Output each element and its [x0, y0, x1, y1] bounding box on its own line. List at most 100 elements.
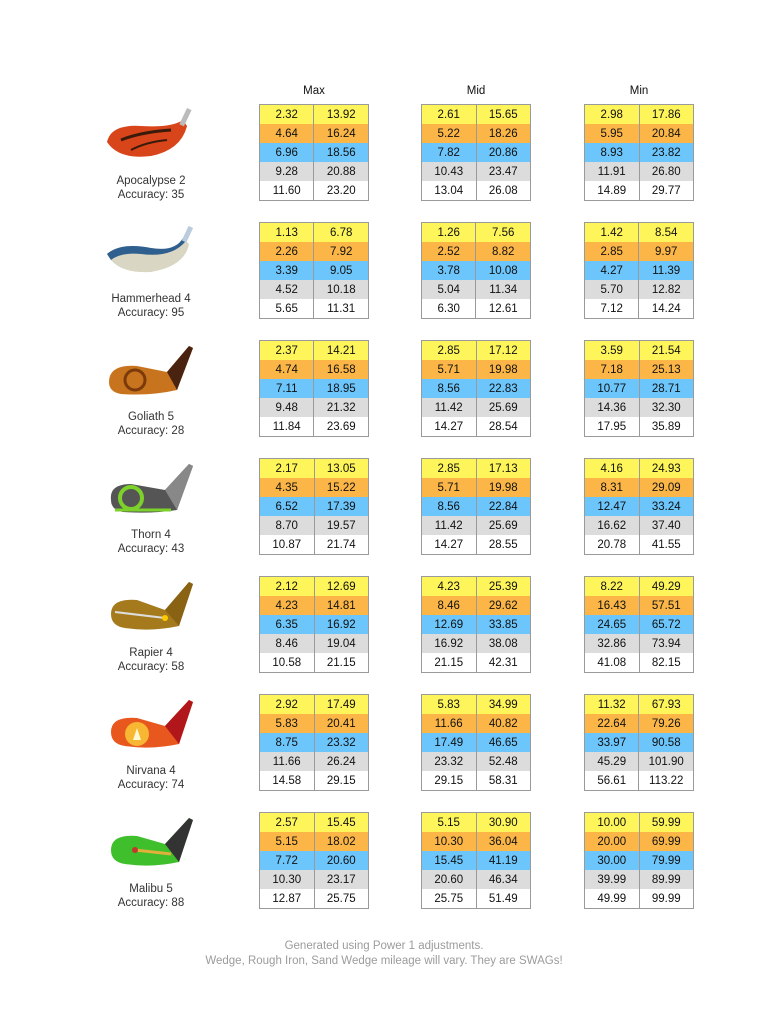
table-cell: 14.81 — [313, 596, 369, 615]
table-cell: 21.54 — [638, 340, 694, 360]
table-cell: 8.70 — [259, 516, 315, 535]
table-row: 24.65 65.72 — [584, 615, 694, 634]
table-cell: 22.84 — [475, 497, 531, 516]
club-name: Malibu 5 — [129, 883, 173, 895]
table-cell: 6.30 — [420, 299, 477, 319]
table-row: 16.43 57.51 — [584, 596, 694, 615]
table-cell: 16.92 — [313, 615, 369, 634]
table-row: 5.71 19.98 — [421, 360, 531, 379]
table-row: 2.57 15.45 — [259, 812, 369, 832]
table-cell: 8.56 — [421, 497, 477, 516]
table-cell: 17.86 — [638, 104, 694, 124]
table-cell: 20.60 — [313, 851, 369, 870]
table-row: 9.48 21.32 — [258, 398, 369, 417]
table-cell: 11.60 — [258, 181, 315, 201]
table-cell: 9.28 — [258, 162, 315, 181]
table-row: 6.30 12.61 — [420, 299, 531, 319]
club-name: Thorn 4 — [131, 529, 171, 541]
table-cell: 22.83 — [475, 379, 531, 398]
table-cell: 3.39 — [258, 261, 315, 280]
distance-table-min: 3.59 21.54 7.18 25.13 10.77 28.71 14.36 32.30 17… — [584, 340, 694, 437]
club-name: Goliath 5 — [127, 411, 175, 423]
table-cell: 1.42 — [583, 222, 640, 242]
table-cell: 26.08 — [475, 181, 531, 201]
table-cell: 8.46 — [421, 596, 477, 615]
table-row: 10.43 23.47 — [421, 162, 531, 181]
table-row: 11.42 25.69 — [421, 398, 531, 417]
table-cell: 11.84 — [258, 417, 315, 437]
table-cell: 12.61 — [475, 299, 531, 319]
table-cell: 15.45 — [421, 851, 477, 870]
table-cell: 4.52 — [258, 280, 315, 299]
table-row: 4.74 16.58 — [258, 360, 369, 379]
distance-table-max: 2.12 12.69 4.23 14.81 6.35 16.92 8.46 19.04 10.5… — [259, 576, 369, 673]
table-cell: 5.71 — [421, 360, 477, 379]
table-row: 2.61 15.65 — [421, 104, 531, 124]
table-cell: 16.43 — [584, 596, 640, 615]
table-row: 16.62 37.40 — [584, 516, 694, 535]
table-cell: 14.27 — [421, 535, 477, 555]
table-cell: 29.62 — [475, 596, 531, 615]
table-row: 7.82 20.86 — [421, 143, 531, 162]
club-accuracy: Accuracy: 43 — [117, 543, 185, 555]
table-cell: 41.08 — [584, 653, 640, 673]
table-cell: 6.35 — [259, 615, 315, 634]
table-cell: 16.24 — [313, 124, 369, 143]
table-row: 8.56 22.83 — [421, 379, 531, 398]
driver-head-icon — [95, 106, 207, 170]
table-row: 4.64 16.24 — [258, 124, 369, 143]
column-header-max: Max — [303, 85, 325, 97]
table-cell: 33.85 — [475, 615, 531, 634]
table-row: 2.92 17.49 — [259, 694, 369, 714]
table-row: 15.45 41.19 — [421, 851, 531, 870]
distance-table-mid: 5.83 34.99 11.66 40.82 17.49 46.65 23.32 52.48 2… — [421, 694, 531, 791]
table-cell: 29.15 — [313, 771, 369, 791]
table-cell: 4.23 — [421, 576, 477, 596]
table-cell: 32.86 — [584, 634, 640, 653]
table-cell: 9.97 — [638, 242, 694, 261]
table-row: 14.36 32.30 — [584, 398, 694, 417]
table-cell: 29.09 — [638, 478, 694, 497]
distance-table-mid: 1.26 7.56 2.52 8.82 3.78 10.08 5.04 11.34 6.30 12… — [420, 222, 531, 319]
table-cell: 12.87 — [259, 889, 315, 909]
table-row: 10.77 28.71 — [584, 379, 694, 398]
table-cell: 38.08 — [475, 634, 531, 653]
table-row: 4.23 25.39 — [421, 576, 531, 596]
table-cell: 17.95 — [584, 417, 640, 437]
table-row: 32.86 73.94 — [584, 634, 694, 653]
table-cell: 4.16 — [584, 458, 640, 478]
table-cell: 8.46 — [259, 634, 315, 653]
table-row: 11.66 40.82 — [421, 714, 531, 733]
table-cell: 73.94 — [638, 634, 694, 653]
table-cell: 3.59 — [584, 340, 640, 360]
table-cell: 3.78 — [420, 261, 477, 280]
table-cell: 37.40 — [638, 516, 694, 535]
table-row: 6.96 18.56 — [258, 143, 369, 162]
table-row: 3.39 9.05 — [258, 261, 369, 280]
table-cell: 51.49 — [475, 889, 531, 909]
table-row: 8.75 23.32 — [259, 733, 369, 752]
table-cell: 45.29 — [583, 752, 640, 771]
table-row: 7.12 14.24 — [583, 299, 694, 319]
table-cell: 21.15 — [313, 653, 369, 673]
distance-table-max: 2.37 14.21 4.74 16.58 7.11 18.95 9.48 21.32 11.8… — [258, 340, 369, 437]
table-cell: 10.77 — [584, 379, 640, 398]
distance-table-mid: 4.23 25.39 8.46 29.62 12.69 33.85 16.92 38.08 21… — [421, 576, 531, 673]
table-row: 12.87 25.75 — [259, 889, 369, 909]
table-row: 2.17 13.05 — [259, 458, 369, 478]
wedge-head-icon — [95, 814, 207, 878]
table-row: 25.75 51.49 — [421, 889, 531, 909]
table-cell: 29.15 — [421, 771, 477, 791]
table-row: 5.70 12.82 — [583, 280, 694, 299]
distance-table-max: 1.13 6.78 2.26 7.92 3.39 9.05 4.52 10.18 5.65 11.… — [258, 222, 369, 319]
table-row: 14.89 29.77 — [584, 181, 694, 201]
footer-note: Generated using Power 1 adjustments. Wed… — [0, 939, 768, 969]
table-row: 10.30 36.04 — [421, 832, 531, 851]
table-row: 8.22 49.29 — [584, 576, 694, 596]
table-cell: 23.82 — [638, 143, 694, 162]
table-cell: 7.82 — [421, 143, 477, 162]
table-row: 5.71 19.98 — [421, 478, 531, 497]
club-name: Rapier 4 — [129, 647, 173, 659]
table-cell: 8.22 — [584, 576, 640, 596]
table-row: 4.23 14.81 — [259, 596, 369, 615]
